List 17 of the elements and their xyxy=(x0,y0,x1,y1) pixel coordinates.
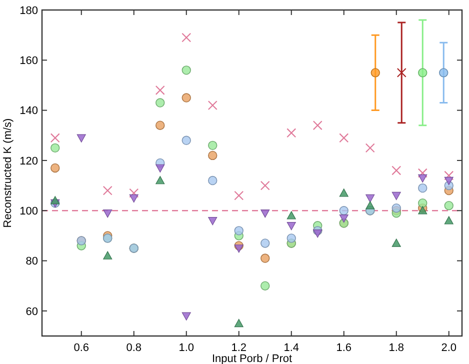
x-tick-label: 2.0 xyxy=(441,342,457,354)
x-tick-label: 0.8 xyxy=(126,342,142,354)
x-tick-label: 1.2 xyxy=(231,342,247,354)
x-tick-label: 1.4 xyxy=(284,342,300,354)
x-tick-label: 1.8 xyxy=(388,342,404,354)
y-tick-label: 180 xyxy=(20,4,38,17)
x-tick-label: 0.6 xyxy=(74,342,90,354)
x-tick-label: 1.6 xyxy=(336,342,352,354)
x-tick-label: 1.0 xyxy=(178,342,194,354)
y-tick-label: 80 xyxy=(26,256,38,268)
y-tick-label: 100 xyxy=(20,205,38,218)
y-axis-title: Reconstructed K (m/s) xyxy=(2,118,14,228)
y-tick-label: 120 xyxy=(20,155,38,168)
y-tick-label: 60 xyxy=(26,306,38,318)
y-tick-label: 160 xyxy=(20,55,38,68)
y-tick-label: 140 xyxy=(20,105,38,118)
x-axis-title: Input Porb / Prot xyxy=(212,353,292,364)
